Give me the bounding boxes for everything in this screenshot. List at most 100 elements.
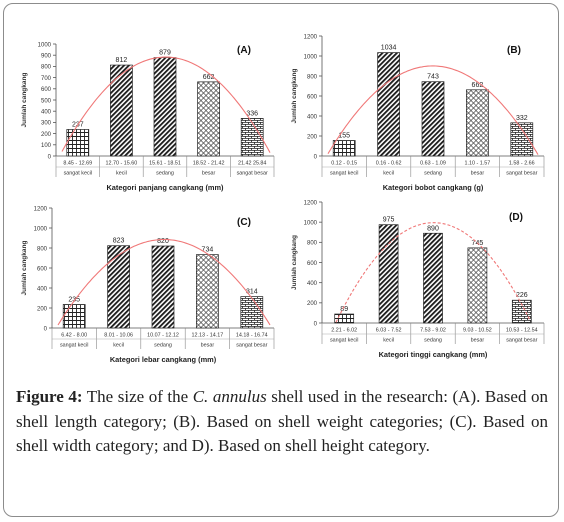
bar [377,52,400,157]
x-tick-label: 8.45 - 12.69 [63,161,92,167]
x-tick-label: 12.13 - 14.17 [192,333,224,339]
y-tick-label: 600 [37,266,48,272]
data-label: 1034 [381,45,397,52]
bar [153,57,177,157]
bar [240,296,264,329]
bar [334,313,355,324]
x-tick-label: 18.52 - 21.42 [193,161,225,167]
y-tick-label: 800 [41,65,52,71]
y-tick-label: 0 [48,154,52,160]
y-tick-label: 1000 [304,220,318,226]
bar [196,254,219,329]
class-label: kecil [383,338,394,344]
y-tick-label: 800 [307,74,318,80]
caption-text-before: The size of the [82,387,193,406]
y-tick-label: 400 [307,114,318,120]
y-axis-title: Jumlah cangkang [291,69,298,124]
y-tick-label: 1000 [304,54,318,60]
y-tick-label: 900 [41,54,52,60]
data-label: 975 [383,217,395,224]
bar [110,64,133,157]
trend-curve [327,65,539,155]
panel-label: (B) [507,45,521,56]
x-tick-label: 10.07 - 12.12 [147,333,179,339]
chart-panel-d: 0 200 400 600 800 1000 1200 Jumlah cangkang 89 2.… [291,200,545,359]
y-axis-title: Jumlah cangkang [21,73,28,128]
class-label: sangat besar [506,338,537,344]
bar [423,232,443,324]
bar [332,140,356,157]
y-tick-label: 0 [314,154,318,160]
y-tick-label: 600 [307,94,318,100]
x-axis-title: Kategori tinggi cangkang (mm) [379,350,488,359]
x-axis-title: Kategori bobot cangkang (g) [383,183,484,192]
panel-label: (A) [237,45,251,56]
x-tick-label: 14.18 - 16.74 [236,333,268,339]
caption-species: C. annulus [192,387,267,406]
class-label: kecil [113,343,124,349]
data-label: 879 [159,50,171,57]
bar [197,81,220,157]
caption-text-after: shell used in the research: (A). Based o… [16,387,548,455]
x-tick-label: 10.53 - 12.54 [506,328,538,334]
data-label: 820 [157,238,169,245]
bar [107,245,130,329]
class-label: sangat kecil [330,338,358,344]
data-label: 743 [427,74,439,81]
x-tick-label: 0.63 - 1.09 [420,161,446,167]
bar [66,129,90,157]
y-tick-label: 1000 [34,226,48,232]
y-tick-label: 400 [41,110,52,116]
bar [151,245,175,329]
class-label: besar [201,343,215,349]
x-tick-label: 1.58 - 2.66 [509,161,535,167]
data-label: 314 [246,289,258,296]
class-label: sangat kecil [64,171,92,177]
class-label: sangat besar [506,171,537,177]
bar [378,224,399,324]
data-label: 332 [516,115,528,122]
data-label: 812 [116,57,128,64]
bar [240,118,264,157]
y-tick-label: 200 [41,132,52,138]
y-tick-label: 200 [37,306,48,312]
y-tick-label: 0 [44,326,48,332]
y-tick-label: 0 [314,321,318,327]
class-label: kecil [116,171,127,177]
data-label: 890 [427,225,439,232]
bar [511,299,532,324]
class-label: kecil [383,171,394,177]
class-label: sedang [156,171,174,177]
x-tick-label: 6.03 - 7.52 [376,328,402,334]
figure-frame [3,3,559,517]
class-label: besar [202,171,216,177]
x-tick-label: 15.61 - 18.51 [149,161,181,167]
chart-panel-b: 0 200 400 600 800 1000 1200 Jumlah cangkang 155 0… [291,34,545,192]
y-tick-label: 200 [307,134,318,140]
panel-label: (D) [509,212,523,223]
y-tick-label: 600 [307,261,318,267]
y-tick-label: 800 [307,241,318,247]
x-axis-title: Kategori lebar cangkang (mm) [110,355,217,364]
data-label: 336 [246,110,258,117]
x-tick-label: 9.03 - 10.52 [463,328,492,334]
x-tick-label: 8.01 - 10.06 [104,333,133,339]
y-axis-title: Jumlah cangkang [21,241,28,296]
class-label: sangat kecil [330,171,358,177]
bar [421,81,445,157]
class-label: sangat kecil [60,343,88,349]
y-tick-label: 700 [41,76,52,82]
chart-panel-a: 0 100 200 300 400 500 600 700 800 900 1000 Jumlah c… [21,42,275,192]
trend-curve [335,222,531,323]
class-label: sedang [154,343,172,349]
bar [510,122,534,157]
y-tick-label: 100 [41,143,52,149]
x-tick-label: 0.12 - 0.15 [331,161,357,167]
x-tick-label: 12.70 - 15.60 [106,161,138,167]
y-tick-label: 300 [41,121,52,127]
x-axis-title: Kategori panjang cangkang (mm) [106,183,224,192]
data-label: 662 [472,82,484,89]
panel-label: (C) [237,217,251,228]
class-label: besar [471,338,485,344]
